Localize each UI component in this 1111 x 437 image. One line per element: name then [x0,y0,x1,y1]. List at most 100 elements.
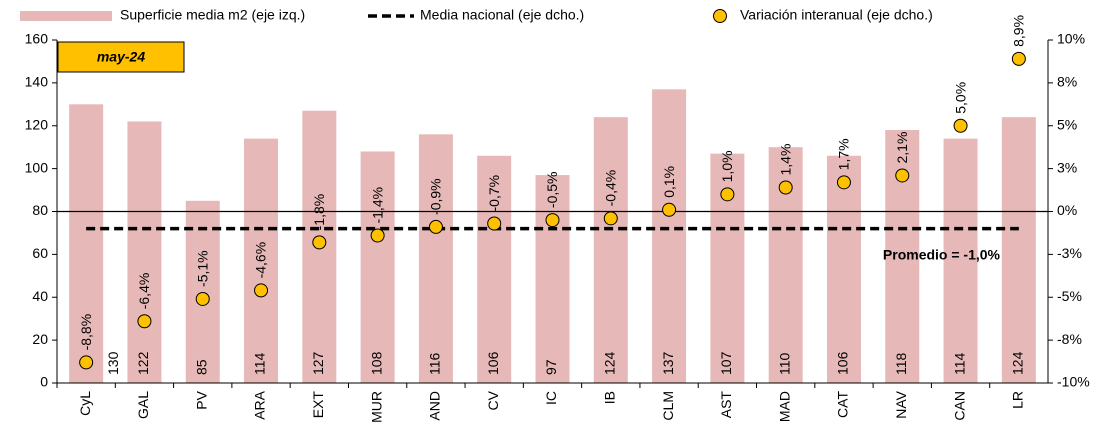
x-tick-label: AST [718,391,734,419]
x-tick-label: CyL [77,391,93,416]
point-label: -1,8% [311,194,327,231]
y-tick-label: 20 [32,331,48,347]
point [545,213,560,228]
bar [244,138,279,383]
point [79,355,94,370]
bar [1001,117,1036,384]
y2-tick-label: 10% [1057,31,1085,47]
point-label: -4,6% [253,242,269,279]
bar-value-label: 124 [601,351,617,375]
x-tick-label: IC [543,391,559,405]
point-label: -0,7% [486,175,502,212]
x-tick-label: NAV [893,390,909,418]
point-label: -0,4% [602,170,618,207]
y2-tick-label: -3% [1057,245,1082,261]
point-label: -0,5% [544,171,560,208]
point-label: -8,8% [78,314,94,351]
point [603,211,618,226]
point [428,219,443,234]
x-tick-label: CAT [835,391,851,418]
bar-value-label: 118 [893,352,909,375]
legend-label: Variación interanual (eje dcho.) [740,7,933,23]
point [487,216,502,231]
y-tick-label: 0 [40,374,48,390]
bar-value-label: 107 [718,351,734,375]
x-tick-label: ARA [252,390,268,419]
point-label: -6,4% [136,273,152,310]
point [953,118,968,133]
y-tick-label: 60 [32,245,48,261]
point-label: 0,1% [661,166,677,198]
point [254,283,269,298]
bar [652,89,687,384]
legend-label: Media nacional (eje dcho.) [420,7,584,23]
legend-label: Superficie media m2 (eje izq.) [120,7,305,23]
bar [127,121,162,384]
x-tick-label: GAL [135,391,151,419]
y-tick-label: 160 [25,31,49,47]
bar-value-label: 127 [310,351,326,375]
x-tick-label: CLM [660,391,676,421]
x-tick-label: CV [485,390,501,410]
y2-tick-label: -5% [1057,288,1082,304]
point [370,228,385,243]
x-tick-label: MUR [368,391,384,423]
point-label: -0,9% [428,178,444,215]
point-label: 5,0% [952,82,968,114]
bar-value-label: 130 [105,351,121,375]
point-label: 2,1% [894,132,910,164]
bar-value-label: 114 [951,352,967,375]
y2-tick-label: 8% [1057,74,1077,90]
point [895,168,910,183]
bar [943,138,978,383]
bar-value-label: 108 [368,351,384,375]
point [1011,51,1026,66]
x-tick-label: AND [427,391,443,421]
point-label: -1,4% [369,187,385,224]
point [137,314,152,329]
x-tick-label: LR [1010,391,1026,409]
date-label: may-24 [97,49,145,65]
y2-tick-label: -10% [1057,374,1090,390]
bar [185,200,220,383]
legend-swatch [20,11,112,21]
bar [593,117,628,384]
x-tick-label: CAN [951,391,967,421]
y-tick-label: 140 [25,74,49,90]
y2-tick-label: -8% [1057,331,1082,347]
point [195,291,210,306]
bar-value-label: 110 [776,352,792,375]
y2-tick-label: 5% [1057,116,1077,132]
point-label: 1,7% [836,138,852,170]
y-tick-label: 100 [25,159,49,175]
point-label: 1,0% [719,150,735,182]
x-tick-label: PV [193,390,209,409]
bar [477,155,512,383]
y2-tick-label: 3% [1057,159,1077,175]
bar [418,134,453,383]
x-tick-label: IB [601,391,617,404]
bar-value-label: 114 [252,352,268,375]
bar [360,151,395,383]
bar [69,104,104,383]
bar [826,155,861,383]
point [778,180,793,195]
y-tick-label: 120 [25,116,49,132]
bar-value-label: 122 [135,351,151,375]
bar-value-label: 106 [485,351,501,375]
date-box [57,41,185,73]
point-label: 1,4% [777,144,793,176]
bar-value-label: 137 [660,351,676,375]
point [312,235,327,250]
bar-value-label: 124 [1010,351,1026,375]
mean-annotation: Promedio = -1,0% [883,247,1001,263]
y-tick-label: 40 [32,288,48,304]
bar-value-label: 106 [835,351,851,375]
point [662,202,677,217]
point-label: -5,1% [194,250,210,287]
bar-value-label: 97 [543,359,559,375]
x-tick-label: MAD [776,391,792,422]
bar [535,175,570,383]
x-tick-label: EXT [310,391,326,419]
